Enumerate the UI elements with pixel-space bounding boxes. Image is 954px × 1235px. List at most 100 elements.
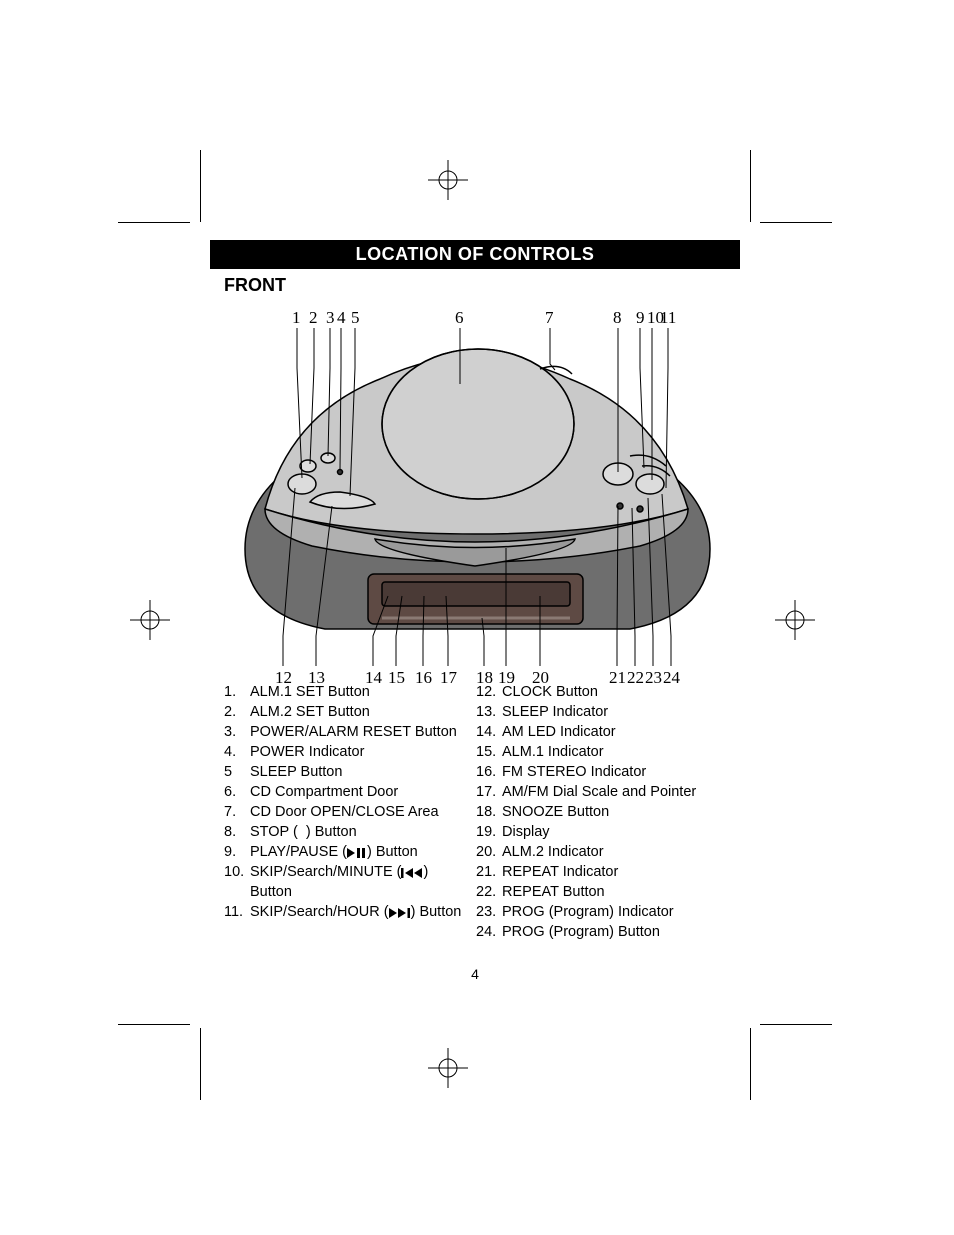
callout-number: 2 bbox=[309, 308, 318, 328]
legend-right-item: 18.SNOOZE Button bbox=[476, 802, 726, 822]
legend-number: 20. bbox=[476, 842, 502, 862]
callout-number: 16 bbox=[415, 668, 432, 688]
legend-left-item: 1.ALM.1 SET Button bbox=[224, 682, 472, 702]
page-content: LOCATION OF CONTROLS FRONT bbox=[210, 240, 740, 982]
legend-text: STOP ( ) Button bbox=[250, 822, 472, 842]
device-diagram: 123456789101112131415161718192021222324 bbox=[210, 274, 740, 674]
legend-number: 1. bbox=[224, 682, 250, 702]
legend-left-item: 6.CD Compartment Door bbox=[224, 782, 472, 802]
callout-number: 12 bbox=[275, 668, 292, 688]
page-number: 4 bbox=[210, 966, 740, 982]
registration-mark-right bbox=[775, 600, 815, 640]
legend-number: 5 bbox=[224, 762, 250, 782]
legend-number: 14. bbox=[476, 722, 502, 742]
legend-text: ALM.2 Indicator bbox=[502, 842, 726, 862]
legend-left-item: 11.SKIP/Search/HOUR () Button bbox=[224, 902, 472, 922]
callout-number: 17 bbox=[440, 668, 457, 688]
callout-number: 19 bbox=[498, 668, 515, 688]
skip-back-icon bbox=[401, 868, 423, 878]
legend-right-item: 22.REPEAT Button bbox=[476, 882, 726, 902]
callout-number: 8 bbox=[613, 308, 622, 328]
legend-lists: 1.ALM.1 SET Button2.ALM.2 SET Button3.PO… bbox=[210, 682, 740, 942]
legend-number: 17. bbox=[476, 782, 502, 802]
legend-right-item: 21.REPEAT Indicator bbox=[476, 862, 726, 882]
legend-text: Display bbox=[502, 822, 726, 842]
callout-number: 24 bbox=[663, 668, 680, 688]
legend-right-item: 13.SLEEP Indicator bbox=[476, 702, 726, 722]
legend-right-item: 23.PROG (Program) Indicator bbox=[476, 902, 726, 922]
callout-number: 15 bbox=[388, 668, 405, 688]
legend-text: AM LED Indicator bbox=[502, 722, 726, 742]
legend-number: 6. bbox=[224, 782, 250, 802]
legend-text: CD Door OPEN/CLOSE Area bbox=[250, 802, 472, 822]
callout-number: 20 bbox=[532, 668, 549, 688]
legend-text: REPEAT Button bbox=[502, 882, 726, 902]
legend-text: ALM.2 SET Button bbox=[250, 702, 472, 722]
legend-right-column: 12.CLOCK Button13.SLEEP Indicator14.AM L… bbox=[472, 682, 726, 942]
legend-right-item: 15.ALM.1 Indicator bbox=[476, 742, 726, 762]
legend-left-item: 9.PLAY/PAUSE () Button bbox=[224, 842, 472, 862]
registration-mark-top bbox=[428, 160, 468, 200]
legend-left-item: 10.SKIP/Search/MINUTE () Button bbox=[224, 862, 472, 902]
legend-right-item: 20.ALM.2 Indicator bbox=[476, 842, 726, 862]
legend-left-item: 3.POWER/ALARM RESET Button bbox=[224, 722, 472, 742]
legend-right-item: 24.PROG (Program) Button bbox=[476, 922, 726, 942]
legend-left-item: 8.STOP ( ) Button bbox=[224, 822, 472, 842]
callout-number: 14 bbox=[365, 668, 382, 688]
legend-text: SLEEP Button bbox=[250, 762, 472, 782]
page-title: LOCATION OF CONTROLS bbox=[210, 240, 740, 269]
legend-right-item: 19.Display bbox=[476, 822, 726, 842]
legend-number: 7. bbox=[224, 802, 250, 822]
legend-text: CD Compartment Door bbox=[250, 782, 472, 802]
skip-fwd-icon bbox=[389, 908, 411, 918]
crop-line bbox=[760, 1024, 832, 1025]
legend-left-item: 4.POWER Indicator bbox=[224, 742, 472, 762]
callout-number: 3 bbox=[326, 308, 335, 328]
legend-number: 2. bbox=[224, 702, 250, 722]
crop-line bbox=[200, 150, 201, 222]
legend-text: REPEAT Indicator bbox=[502, 862, 726, 882]
legend-text: SLEEP Indicator bbox=[502, 702, 726, 722]
legend-left-item: 2.ALM.2 SET Button bbox=[224, 702, 472, 722]
legend-text: ALM.1 Indicator bbox=[502, 742, 726, 762]
legend-text: SKIP/Search/HOUR () Button bbox=[250, 902, 472, 922]
registration-mark-bottom bbox=[428, 1048, 468, 1088]
callout-number: 22 bbox=[627, 668, 644, 688]
legend-number: 22. bbox=[476, 882, 502, 902]
callout-number: 7 bbox=[545, 308, 554, 328]
callout-number: 11 bbox=[660, 308, 676, 328]
legend-number: 15. bbox=[476, 742, 502, 762]
legend-number: 3. bbox=[224, 722, 250, 742]
crop-line bbox=[750, 1028, 751, 1100]
legend-right-item: 14.AM LED Indicator bbox=[476, 722, 726, 742]
legend-number: 11. bbox=[224, 902, 250, 922]
legend-text: POWER/ALARM RESET Button bbox=[250, 722, 472, 742]
legend-text: POWER Indicator bbox=[250, 742, 472, 762]
legend-number: 8. bbox=[224, 822, 250, 842]
legend-number: 21. bbox=[476, 862, 502, 882]
callout-number: 4 bbox=[337, 308, 346, 328]
legend-number: 10. bbox=[224, 862, 250, 902]
crop-line bbox=[118, 222, 190, 223]
legend-number: 23. bbox=[476, 902, 502, 922]
legend-number: 13. bbox=[476, 702, 502, 722]
callout-number: 23 bbox=[645, 668, 662, 688]
legend-text: SKIP/Search/MINUTE () Button bbox=[250, 862, 472, 902]
callout-number: 9 bbox=[636, 308, 645, 328]
crop-line bbox=[118, 1024, 190, 1025]
callout-number: 13 bbox=[308, 668, 325, 688]
callout-number: 18 bbox=[476, 668, 493, 688]
crop-line bbox=[760, 222, 832, 223]
legend-right-item: 17.AM/FM Dial Scale and Pointer bbox=[476, 782, 726, 802]
legend-text: PROG (Program) Indicator bbox=[502, 902, 726, 922]
callout-number: 21 bbox=[609, 668, 626, 688]
legend-left-item: 7.CD Door OPEN/CLOSE Area bbox=[224, 802, 472, 822]
legend-number: 19. bbox=[476, 822, 502, 842]
legend-number: 9. bbox=[224, 842, 250, 862]
callout-number: 5 bbox=[351, 308, 360, 328]
legend-text: PLAY/PAUSE () Button bbox=[250, 842, 472, 862]
legend-text: AM/FM Dial Scale and Pointer bbox=[502, 782, 726, 802]
crop-line bbox=[750, 150, 751, 222]
legend-left-item: 5SLEEP Button bbox=[224, 762, 472, 782]
legend-left-column: 1.ALM.1 SET Button2.ALM.2 SET Button3.PO… bbox=[210, 682, 472, 942]
